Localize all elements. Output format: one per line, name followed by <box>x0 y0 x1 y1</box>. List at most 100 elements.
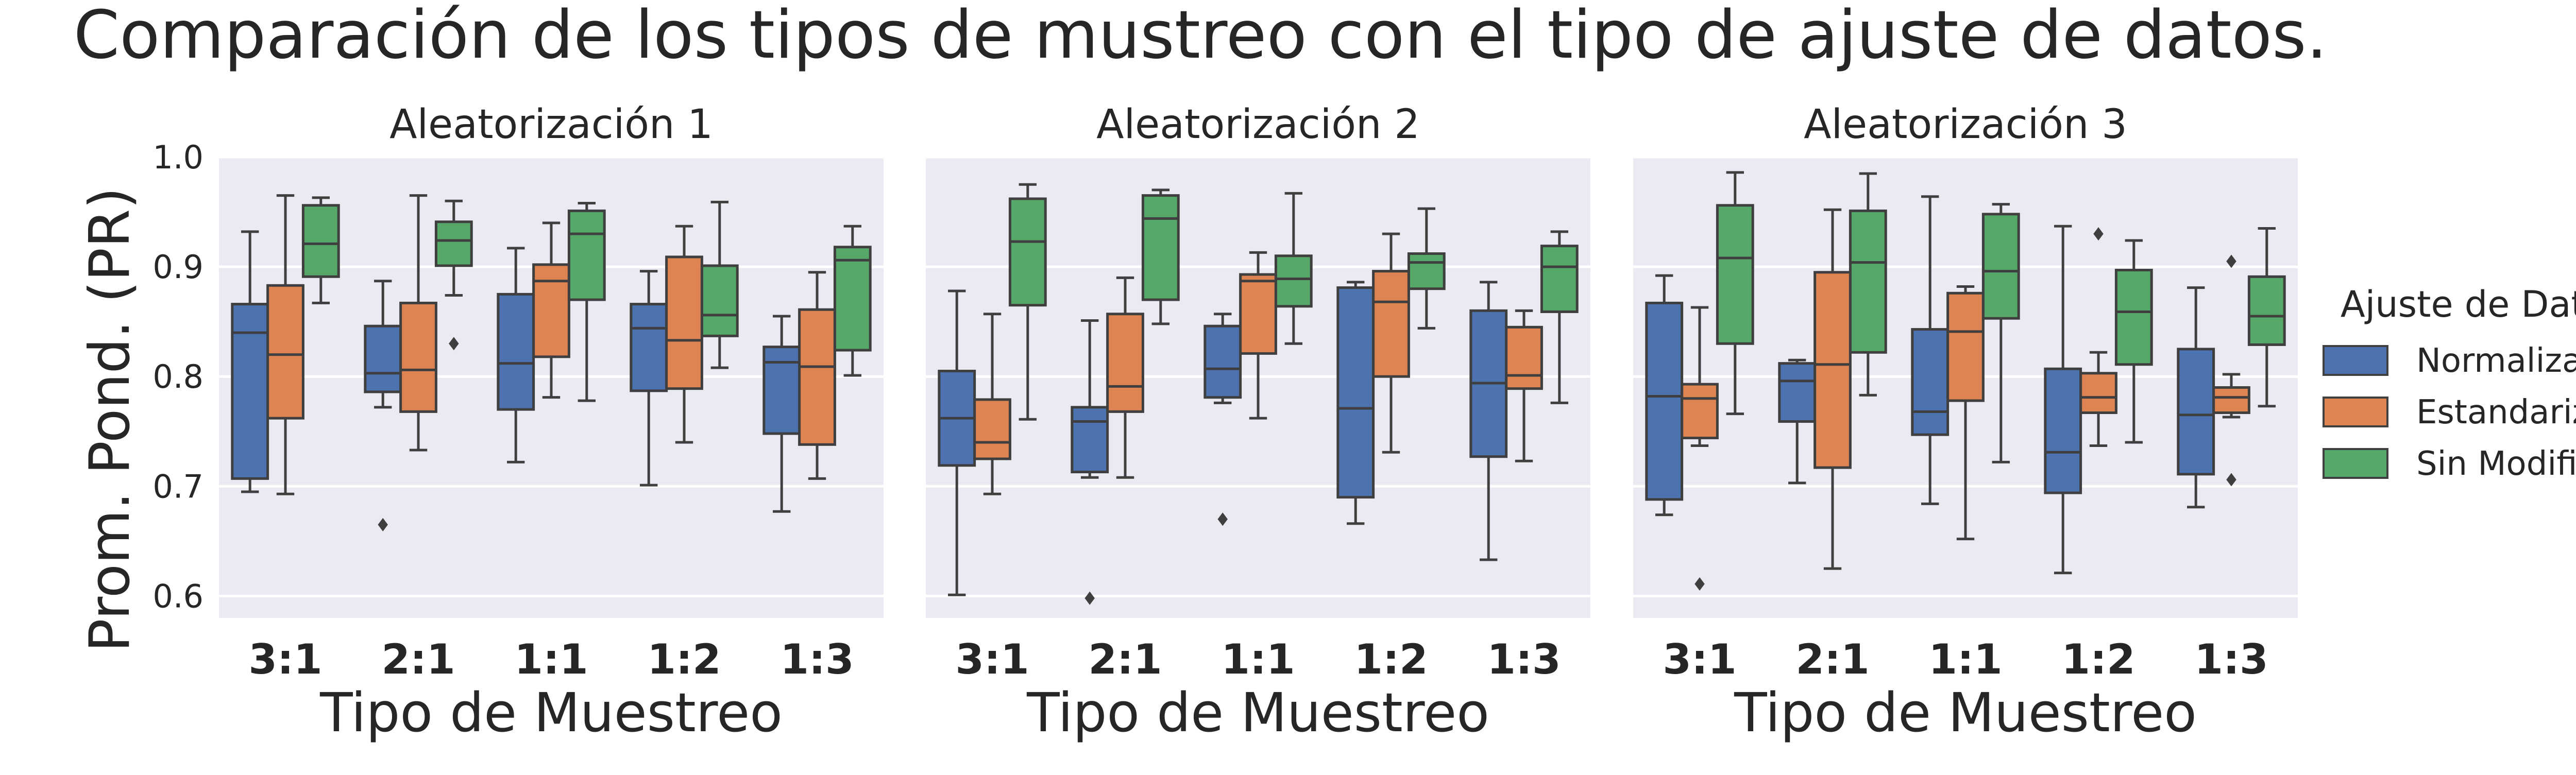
x-axis-label: Tipo de Muestreo <box>1734 681 2197 744</box>
box-body <box>1778 362 1817 423</box>
box-sin-modificación <box>1849 172 1887 397</box>
box-body <box>1274 254 1313 308</box>
outlier-point <box>449 337 459 351</box>
x-tick-label: 2:1 <box>1795 635 1869 683</box>
box-normalizados <box>497 247 535 463</box>
legend: Ajuste de Datos Normalizados Estandarizad… <box>2323 283 2576 483</box>
x-tick-label: 1:1 <box>1221 635 1295 683</box>
box-estandarizados <box>1106 276 1144 479</box>
box-normalizados <box>1071 319 1109 605</box>
box-body <box>1204 324 1242 399</box>
y-tick-label: 0.7 <box>152 468 204 505</box>
chart-title: Comparación de los tipos de mustreo con … <box>74 0 2328 74</box>
box-sin-modificación <box>567 202 606 402</box>
box-body <box>2114 268 2153 366</box>
legend-swatch <box>2323 397 2388 427</box>
box-body <box>2212 386 2250 415</box>
y-tick-label: 0.8 <box>152 358 204 395</box>
panel-title: Aleatorización 1 <box>389 101 713 148</box>
box-body <box>1505 325 1543 390</box>
y-axis-label: Prom. Pond. (PR) <box>78 187 142 652</box>
box-body <box>1681 383 1719 440</box>
box-body <box>266 284 304 420</box>
box-body <box>630 303 668 392</box>
x-tick-label: 3:1 <box>955 635 1029 683</box>
box-body <box>1981 213 2020 320</box>
box-body <box>1911 328 1950 436</box>
outlier-point <box>2226 473 2236 487</box>
box-body <box>1106 313 1144 413</box>
y-tick-label: 0.9 <box>152 248 204 286</box>
box-normalizados <box>2177 286 2215 509</box>
box-normalizados <box>2044 225 2082 575</box>
box-sin-modificación <box>2247 227 2286 408</box>
outlier-point <box>2093 227 2104 241</box>
x-tick-label: 1:2 <box>1354 635 1428 683</box>
legend-item: Estandarizados <box>2323 393 2576 432</box>
box-body <box>231 303 269 480</box>
box-body <box>1407 252 1446 290</box>
x-axis-label: Tipo de Muestreo <box>1026 681 1489 744</box>
box-normalizados <box>762 315 801 513</box>
box-sin-modificación <box>434 199 473 351</box>
box-body <box>434 220 473 267</box>
box-normalizados <box>364 280 402 531</box>
box-body <box>1849 209 1887 354</box>
x-tick-label: 3:1 <box>248 635 322 683</box>
box-estandarizados <box>2212 254 2250 487</box>
box-body <box>2079 372 2117 415</box>
box-body <box>798 308 836 446</box>
outlier-point <box>378 518 388 531</box>
box-body <box>399 301 437 413</box>
box-body <box>1372 270 1410 378</box>
x-tick-label: 3:1 <box>1663 635 1736 683</box>
legend-item: Sin Modificación <box>2323 445 2576 483</box>
box-body <box>1946 291 1985 402</box>
box-sin-modificación <box>1274 192 1313 345</box>
box-body <box>973 398 1011 460</box>
outlier-point <box>1084 591 1095 605</box>
box-estandarizados <box>532 221 570 399</box>
box-sin-modificación <box>1716 171 1754 416</box>
box-sin-modificación <box>301 196 340 304</box>
x-tick-label: 1:3 <box>1487 635 1561 683</box>
box-body <box>665 255 703 390</box>
legend-item: Normalizados <box>2323 342 2576 380</box>
box-body <box>762 346 801 435</box>
x-axis-label: Tipo de Muestreo <box>319 681 783 744</box>
legend-title: Ajuste de Datos <box>2341 283 2576 325</box>
box-sin-modificación <box>2114 239 2153 444</box>
box-sin-modificación <box>1141 188 1180 325</box>
box-body <box>1336 286 1375 499</box>
x-tick-label: 1:3 <box>780 635 854 683</box>
x-tick-label: 1:2 <box>2061 635 2135 683</box>
box-body <box>2044 367 2082 494</box>
panel-title: Aleatorización 2 <box>1096 101 1420 148</box>
legend-label: Sin Modificación <box>2416 445 2576 483</box>
box-body <box>364 324 402 393</box>
box-estandarizados <box>1681 306 1719 591</box>
box-body <box>1239 273 1277 355</box>
box-estandarizados <box>1372 232 1410 454</box>
box-estandarizados <box>1505 309 1543 462</box>
box-sin-modificación <box>1540 230 1579 404</box>
box-body <box>497 292 535 411</box>
box-body <box>1716 204 1754 345</box>
legend-label: Estandarizados <box>2416 393 2576 432</box>
box-sin-modificación <box>833 225 872 377</box>
x-tick-label: 2:1 <box>381 635 455 683</box>
x-tick-label: 1:1 <box>1928 635 2002 683</box>
box-body <box>2247 275 2286 346</box>
panel-title: Aleatorización 3 <box>1804 101 2127 148</box>
box-estandarizados <box>399 194 437 452</box>
box-body <box>700 264 739 337</box>
box-estandarizados <box>973 313 1011 495</box>
box-body <box>301 204 340 278</box>
x-tick-label: 1:1 <box>514 635 588 683</box>
box-body <box>1645 301 1684 501</box>
box-body <box>1814 271 1852 469</box>
box-normalizados <box>1204 313 1242 526</box>
